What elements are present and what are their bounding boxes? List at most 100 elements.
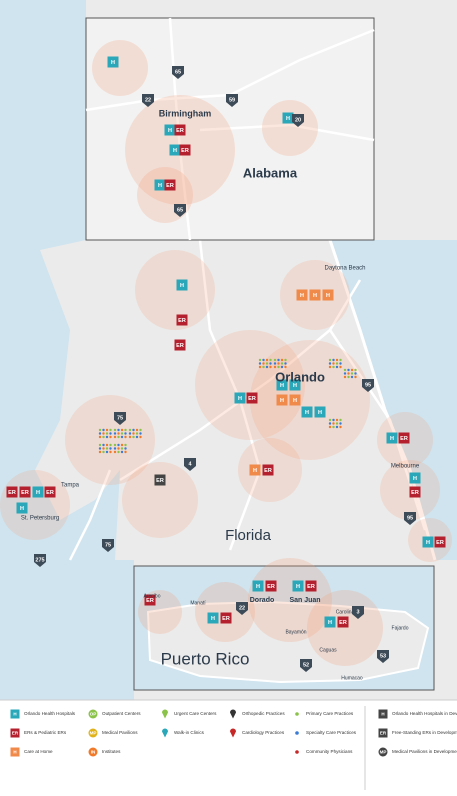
practice-dot <box>332 425 335 429</box>
place-label: Alabama <box>243 165 298 180</box>
icon <box>176 279 188 291</box>
icon <box>246 392 258 404</box>
icon <box>10 747 20 757</box>
practice-dot <box>350 372 354 375</box>
practice-dot <box>280 365 284 369</box>
practice-dot <box>102 435 105 439</box>
practice-dot <box>347 368 350 372</box>
icon-label: H <box>13 750 16 755</box>
practice-dot <box>328 418 332 422</box>
practice-dot <box>347 375 350 379</box>
practice-dot <box>350 368 354 372</box>
icon-label: H <box>36 490 40 496</box>
highway-shield <box>184 458 196 471</box>
atlantic-water <box>330 240 457 560</box>
highway-number: 65 <box>177 207 183 213</box>
practice-dot <box>117 443 120 447</box>
icon <box>276 379 288 391</box>
icon <box>378 747 388 757</box>
icon <box>10 728 20 738</box>
practice-dot <box>280 362 284 365</box>
icon <box>220 612 232 624</box>
practice-dot <box>120 443 124 447</box>
legend-label: Medical Pavilions in Development <box>392 749 457 754</box>
practice-dot <box>102 450 105 454</box>
place-label: San Juan <box>289 597 320 604</box>
practice-dot <box>269 365 272 369</box>
icon-label: H <box>318 410 322 416</box>
practice-dot <box>277 358 280 362</box>
highway-number: 95 <box>407 515 413 521</box>
icon-label: H <box>326 293 330 299</box>
icon <box>409 472 421 484</box>
legend-label: Primary Care Practices <box>306 711 354 716</box>
service-areas <box>0 250 452 562</box>
icon-label: OP <box>90 712 97 717</box>
icon-label: ER <box>156 478 164 484</box>
practice-dot <box>265 358 269 362</box>
icon <box>301 406 313 418</box>
icon <box>249 464 261 476</box>
practice-dot <box>120 428 124 432</box>
practice-dot <box>124 450 127 454</box>
icon <box>422 536 434 548</box>
practice-dot <box>105 432 109 435</box>
practice-dot <box>128 428 132 432</box>
place-label: Puerto Rico <box>161 649 250 668</box>
icon-label: ER <box>222 616 230 622</box>
practice-dot <box>335 365 339 369</box>
place-label: Birmingham <box>159 108 212 118</box>
icon <box>174 339 186 351</box>
icon <box>32 486 44 498</box>
practice-dot <box>354 368 357 372</box>
icon <box>305 580 317 592</box>
practice-dot <box>328 358 332 362</box>
practice-dot <box>102 428 105 432</box>
practice-dot <box>105 443 109 447</box>
icon-label: ER <box>248 396 256 402</box>
alabama-inset <box>85 17 375 241</box>
practice-dot <box>328 422 332 425</box>
icon-label: H <box>328 620 332 626</box>
practice-dot <box>98 447 102 450</box>
practice-dot <box>262 358 265 362</box>
highway-shield <box>404 512 416 525</box>
highway-number: 75 <box>105 542 111 548</box>
icon <box>314 406 326 418</box>
icon <box>234 392 246 404</box>
icon <box>154 179 166 191</box>
legend-label: Specialty Care Practices <box>306 730 357 735</box>
practice-dot <box>335 418 339 422</box>
icon <box>19 486 31 498</box>
icon <box>88 728 98 738</box>
practice-dot <box>139 432 142 435</box>
gulf-water <box>0 0 86 250</box>
practice-dot <box>113 447 117 450</box>
icon-label: ER <box>380 731 387 736</box>
place-label: Arecibo <box>144 593 161 599</box>
icon-label: ER <box>436 540 444 546</box>
practice-dot <box>109 443 112 447</box>
practice-dot <box>332 418 335 422</box>
highway-shield <box>377 650 389 663</box>
practice-dot <box>277 362 280 365</box>
icon-label: ER <box>46 490 54 496</box>
icon-label: H <box>305 410 309 416</box>
highway-number: 75 <box>117 415 123 421</box>
icon <box>107 56 119 68</box>
practice-dot <box>102 443 105 447</box>
practice-dot <box>335 358 339 362</box>
practice-dot <box>280 358 284 362</box>
icon <box>434 536 446 548</box>
practice-dot <box>350 375 354 379</box>
practice-dot <box>277 365 280 369</box>
icon <box>6 486 18 498</box>
icon <box>337 616 349 628</box>
practice-dot <box>339 422 342 425</box>
practice-dot <box>113 432 117 435</box>
practice-dot <box>335 422 339 425</box>
icon-label: H <box>173 148 177 154</box>
practice-dot <box>339 362 342 365</box>
practice-dot <box>335 362 339 365</box>
